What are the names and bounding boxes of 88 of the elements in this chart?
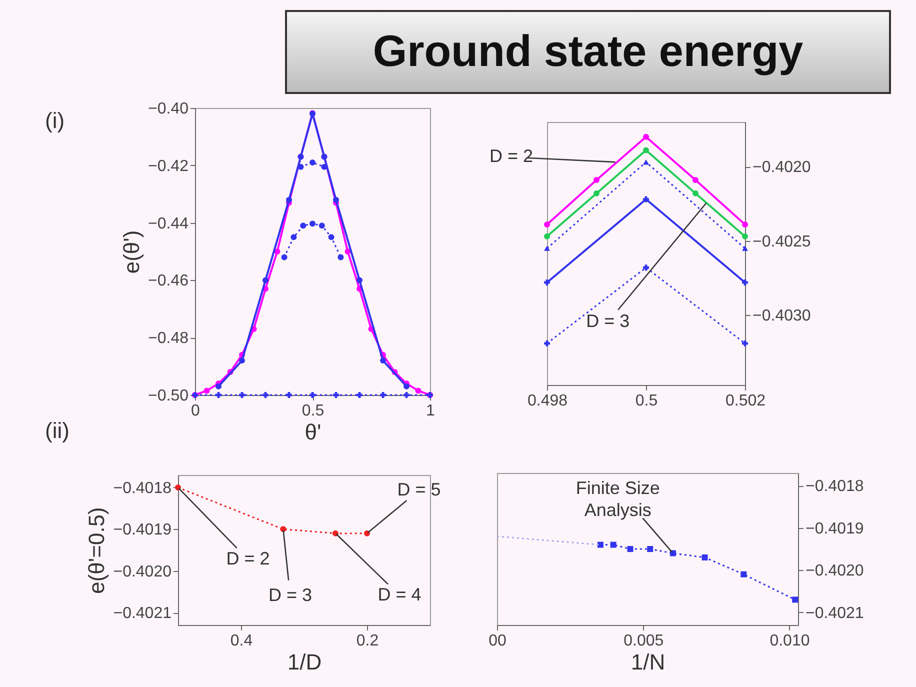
y-tick-label: −0.4021 [113, 605, 172, 622]
point [239, 358, 245, 364]
point [610, 542, 616, 548]
x-tick-label: 0.2 [356, 632, 379, 650]
y-tick-label: −0.4019 [806, 520, 864, 538]
y-tick-label: −0.48 [148, 330, 189, 348]
x-tick-label: 0.502 [725, 392, 766, 410]
point [643, 264, 649, 271]
point [544, 222, 550, 228]
point [544, 233, 550, 240]
point [594, 176, 600, 183]
y-tick-label: −0.4020 [752, 159, 811, 176]
y-tick-label: −0.50 [148, 388, 189, 404]
point [597, 542, 604, 548]
annotation: D = 3 [586, 311, 630, 332]
y-tick-label: −0.4020 [806, 562, 864, 580]
x-tick-label: 1 [426, 402, 436, 420]
y-tick-label: −0.42 [148, 158, 189, 175]
point [742, 246, 748, 251]
x-axis-title: 1/N [630, 650, 666, 674]
point [318, 222, 325, 229]
x-tick-label: 0.005 [624, 632, 664, 650]
point [204, 388, 210, 394]
point [286, 196, 292, 203]
point [627, 546, 634, 552]
annotation: D = 2 [226, 548, 270, 568]
point [792, 596, 798, 603]
point [643, 147, 649, 154]
point [338, 254, 344, 260]
y-tick-label: −0.4018 [806, 478, 864, 496]
point [328, 234, 334, 240]
point [692, 176, 698, 183]
point [274, 248, 280, 254]
point [281, 254, 288, 260]
x-tick-label: 0 [191, 402, 200, 420]
point [364, 530, 370, 536]
x-tick-label: 0.5 [635, 392, 658, 410]
point [404, 383, 410, 390]
y-tick-label: −0.4020 [113, 563, 172, 580]
point [740, 571, 747, 578]
y-tick-label: −0.46 [148, 272, 189, 290]
x-tick-label: 0.4 [230, 632, 253, 650]
point [290, 234, 297, 240]
annotation: D = 2 [490, 146, 534, 166]
x-tick-label: 00 [488, 632, 506, 650]
y-tick-label: −0.4025 [752, 233, 811, 250]
x-axis-title: 1/D [287, 650, 322, 674]
point [333, 196, 339, 203]
y-axis-title: e(θ') [119, 230, 144, 274]
point [415, 388, 422, 394]
x-tick-label: 0.010 [770, 632, 810, 650]
point [300, 222, 306, 229]
point [175, 484, 181, 490]
y-axis-title: e(θ'=0.5) [84, 507, 110, 594]
point [544, 340, 550, 346]
point [702, 554, 708, 560]
point [742, 340, 748, 346]
text: (ii) [45, 418, 70, 444]
x-tick-label: 0.5 [302, 402, 324, 420]
point [742, 222, 748, 228]
text: (i) [45, 108, 65, 134]
point [647, 546, 654, 552]
point [643, 160, 649, 165]
y-tick-label: −0.4030 [752, 308, 811, 325]
point [643, 134, 649, 140]
annotation: Finite Size Analysis [576, 478, 660, 520]
text: Ground state energy [285, 10, 891, 94]
y-tick-label: −0.4019 [113, 522, 172, 539]
point [643, 196, 649, 202]
annotation: D = 4 [378, 584, 422, 604]
point [310, 160, 316, 166]
point [356, 277, 362, 284]
point [310, 220, 316, 227]
y-tick-label: −0.44 [148, 215, 189, 232]
point [380, 358, 386, 364]
y-tick-label: −0.4018 [113, 480, 172, 497]
point [594, 190, 600, 196]
x-tick-label: 0.498 [527, 392, 568, 410]
point [544, 246, 550, 251]
point [692, 190, 698, 196]
annotation: D = 5 [397, 479, 441, 500]
annotation: D = 3 [268, 585, 312, 606]
y-tick-label: −0.4021 [806, 604, 864, 622]
y-tick-label: −0.40 [148, 100, 189, 118]
x-axis-title: θ' [304, 420, 322, 444]
point [742, 233, 748, 240]
point [262, 277, 268, 284]
point [216, 383, 222, 390]
